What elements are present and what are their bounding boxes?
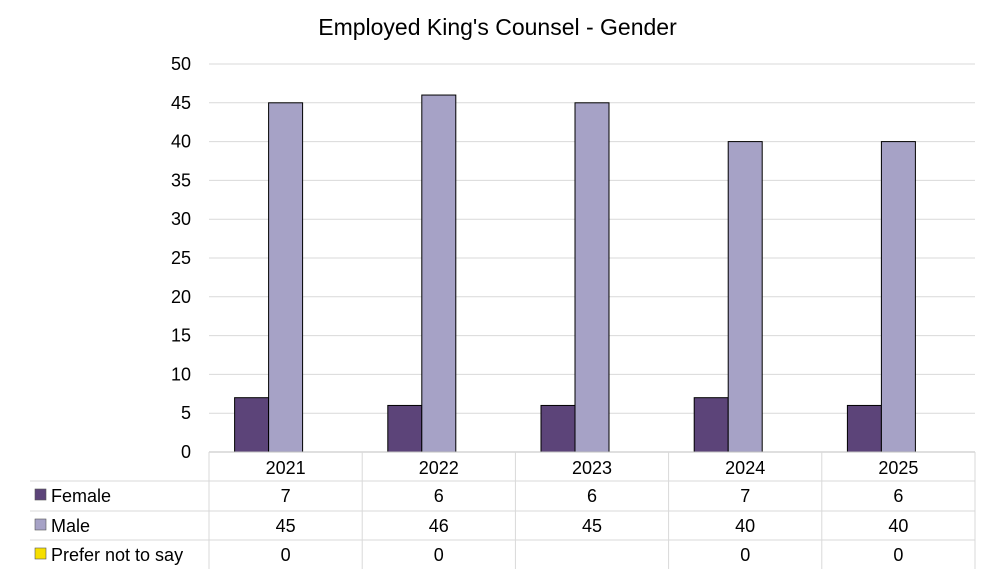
data-label: 40 bbox=[735, 516, 755, 536]
data-table: 2021 2022 2023 2024 2025 Female 7 6 6 7 6 Male 45 46 4… bbox=[30, 451, 976, 569]
bar-male-2021 bbox=[268, 102, 304, 453]
y-tick-label: 20 bbox=[171, 287, 191, 307]
data-label: 40 bbox=[888, 516, 908, 536]
y-axis-tick-labels: 0 5 10 15 20 25 30 35 40 45 50 bbox=[171, 54, 191, 462]
y-tick-label: 35 bbox=[171, 170, 191, 190]
x-tick-label: 2021 bbox=[266, 458, 306, 478]
y-tick-label: 15 bbox=[171, 326, 191, 346]
legend-label: Prefer not to say bbox=[51, 545, 183, 565]
data-label: 0 bbox=[281, 545, 291, 565]
bar-female-2023 bbox=[540, 404, 576, 453]
y-tick-label: 45 bbox=[171, 93, 191, 113]
data-label: 45 bbox=[276, 516, 296, 536]
bar-male-2023 bbox=[574, 102, 610, 453]
legend-swatch bbox=[34, 547, 47, 560]
x-tick-label: 2024 bbox=[725, 458, 765, 478]
x-tick-label: 2022 bbox=[419, 458, 459, 478]
data-label: 6 bbox=[587, 486, 597, 506]
bar-male-2024 bbox=[727, 141, 763, 453]
data-label: 6 bbox=[893, 486, 903, 506]
data-label: 6 bbox=[434, 486, 444, 506]
legend-label: Female bbox=[51, 486, 111, 506]
bar-female-2021 bbox=[234, 397, 270, 453]
bar-male-2025 bbox=[880, 141, 916, 453]
chart-title: Employed King's Counsel - Gender bbox=[318, 14, 677, 40]
y-tick-label: 0 bbox=[181, 442, 191, 462]
y-tick-label: 50 bbox=[171, 54, 191, 74]
y-tick-label: 5 bbox=[181, 403, 191, 423]
y-tick-label: 10 bbox=[171, 364, 191, 384]
legend-swatch bbox=[34, 518, 47, 531]
bar-male-2022 bbox=[421, 94, 457, 453]
bar-female-2022 bbox=[387, 404, 423, 453]
bar-female-2024 bbox=[693, 397, 729, 453]
bars bbox=[234, 94, 916, 453]
data-label: 7 bbox=[740, 486, 750, 506]
data-label: 45 bbox=[582, 516, 602, 536]
x-tick-label: 2023 bbox=[572, 458, 612, 478]
y-tick-label: 30 bbox=[171, 209, 191, 229]
data-label: 46 bbox=[429, 516, 449, 536]
x-tick-label: 2025 bbox=[878, 458, 918, 478]
data-label: 0 bbox=[893, 545, 903, 565]
legend-label: Male bbox=[51, 516, 90, 536]
bar-female-2025 bbox=[846, 404, 882, 453]
y-tick-label: 40 bbox=[171, 132, 191, 152]
data-label: 0 bbox=[434, 545, 444, 565]
data-label: 0 bbox=[740, 545, 750, 565]
data-label: 7 bbox=[281, 486, 291, 506]
y-tick-label: 25 bbox=[171, 248, 191, 268]
legend-swatch bbox=[34, 488, 47, 501]
